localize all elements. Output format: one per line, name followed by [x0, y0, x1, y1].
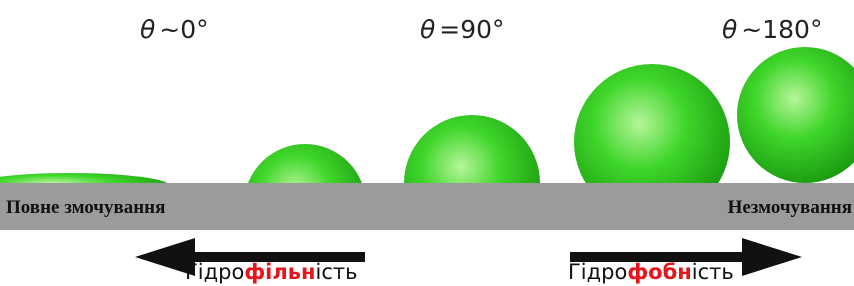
hydrophobic-label: Гідрофобність	[568, 260, 734, 284]
label-highlight: фільн	[244, 260, 315, 284]
label-prefix: Гідро	[568, 260, 627, 284]
angle-label: θ~0°	[140, 15, 209, 44]
theta: θ	[140, 15, 155, 44]
theta: θ	[420, 15, 435, 44]
surface-left-label: Повне змочування	[6, 197, 165, 218]
surface-right-label: Незмочування	[728, 197, 852, 218]
hydrophilic-label: Гідрофільність	[185, 260, 358, 284]
angle-label: θ=90°	[420, 15, 505, 44]
label-prefix: Гідро	[185, 260, 244, 284]
angle-text: ~0°	[159, 15, 208, 44]
label-suffix: ість	[316, 260, 358, 284]
angle-text: =90°	[439, 15, 504, 44]
angle-text: ~180°	[741, 15, 822, 44]
angle-label: θ~180°	[722, 15, 822, 44]
label-suffix: ість	[692, 260, 734, 284]
label-highlight: фобн	[627, 260, 691, 284]
diagram: Повне змочування Незмочування θ~0° θ=90°…	[0, 0, 854, 286]
theta: θ	[722, 15, 737, 44]
